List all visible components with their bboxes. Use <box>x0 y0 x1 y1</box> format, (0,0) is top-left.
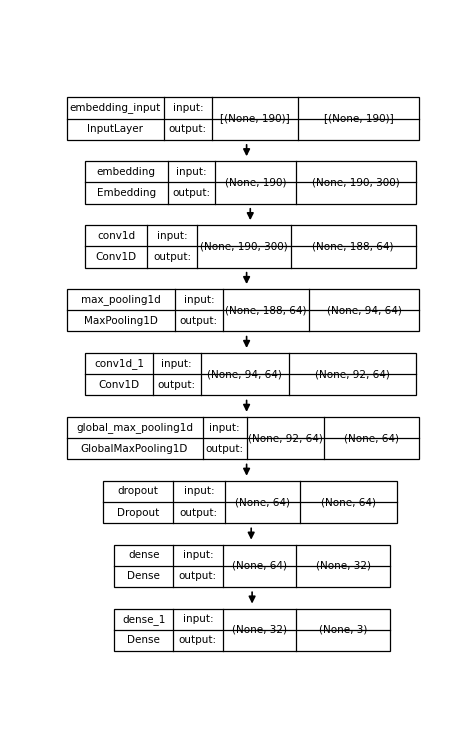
Text: conv1d_1: conv1d_1 <box>94 358 144 369</box>
Bar <box>114 608 390 651</box>
Text: [(None, 190)]: [(None, 190)] <box>324 113 393 124</box>
Text: input:: input: <box>157 231 188 241</box>
Bar <box>85 162 416 204</box>
Text: global_max_pooling1d: global_max_pooling1d <box>76 422 193 433</box>
Bar <box>66 417 419 459</box>
Text: output:: output: <box>173 188 210 198</box>
Text: InputLayer: InputLayer <box>87 124 143 134</box>
Text: dense_1: dense_1 <box>122 614 165 625</box>
Text: input:: input: <box>173 103 203 113</box>
Text: input:: input: <box>162 359 192 369</box>
Text: conv1d: conv1d <box>97 231 135 241</box>
Text: dense: dense <box>128 551 159 560</box>
Text: input:: input: <box>182 551 213 560</box>
Text: output:: output: <box>180 316 218 326</box>
Text: input:: input: <box>176 167 207 177</box>
Bar <box>114 545 390 587</box>
Text: Conv1D: Conv1D <box>96 252 137 262</box>
Text: Dense: Dense <box>128 635 160 645</box>
Bar <box>66 289 419 331</box>
Text: output:: output: <box>179 635 217 645</box>
Text: (None, 3): (None, 3) <box>319 625 367 635</box>
Bar <box>85 225 416 268</box>
Text: output:: output: <box>153 252 191 262</box>
Text: input:: input: <box>209 422 240 433</box>
Text: (None, 64): (None, 64) <box>321 497 376 507</box>
Text: GlobalMaxPooling1D: GlobalMaxPooling1D <box>81 444 188 453</box>
Text: Embedding: Embedding <box>97 188 156 198</box>
Text: output:: output: <box>180 508 218 517</box>
Text: (None, 94, 64): (None, 94, 64) <box>327 305 401 316</box>
Text: dropout: dropout <box>118 486 159 496</box>
Text: output:: output: <box>206 444 244 453</box>
Text: (None, 64): (None, 64) <box>232 561 287 571</box>
Text: output:: output: <box>158 379 196 390</box>
Text: (None, 64): (None, 64) <box>344 433 399 443</box>
Bar <box>66 98 419 140</box>
Text: Dropout: Dropout <box>117 508 159 517</box>
Text: Conv1D: Conv1D <box>99 379 139 390</box>
Text: (None, 188, 64): (None, 188, 64) <box>225 305 307 316</box>
Text: output:: output: <box>179 571 217 582</box>
Text: MaxPooling1D: MaxPooling1D <box>84 316 158 326</box>
Text: (None, 92, 64): (None, 92, 64) <box>248 433 323 443</box>
Text: (None, 64): (None, 64) <box>235 497 290 507</box>
Text: output:: output: <box>169 124 207 134</box>
Text: Dense: Dense <box>128 571 160 582</box>
Bar <box>103 481 397 523</box>
Text: [(None, 190)]: [(None, 190)] <box>220 113 290 124</box>
Text: (None, 32): (None, 32) <box>232 625 287 635</box>
Text: input:: input: <box>183 295 214 305</box>
Text: (None, 190, 300): (None, 190, 300) <box>312 178 400 187</box>
Text: embedding: embedding <box>97 167 156 177</box>
Text: embedding_input: embedding_input <box>70 102 161 113</box>
Text: (None, 32): (None, 32) <box>316 561 371 571</box>
Text: (None, 190, 300): (None, 190, 300) <box>200 242 288 251</box>
Bar <box>85 353 416 395</box>
Text: (None, 94, 64): (None, 94, 64) <box>207 369 282 379</box>
Text: (None, 188, 64): (None, 188, 64) <box>312 242 394 251</box>
Text: input:: input: <box>182 614 213 624</box>
Text: max_pooling1d: max_pooling1d <box>81 294 161 305</box>
Text: (None, 92, 64): (None, 92, 64) <box>315 369 390 379</box>
Text: (None, 190): (None, 190) <box>225 178 286 187</box>
Text: input:: input: <box>183 486 214 496</box>
